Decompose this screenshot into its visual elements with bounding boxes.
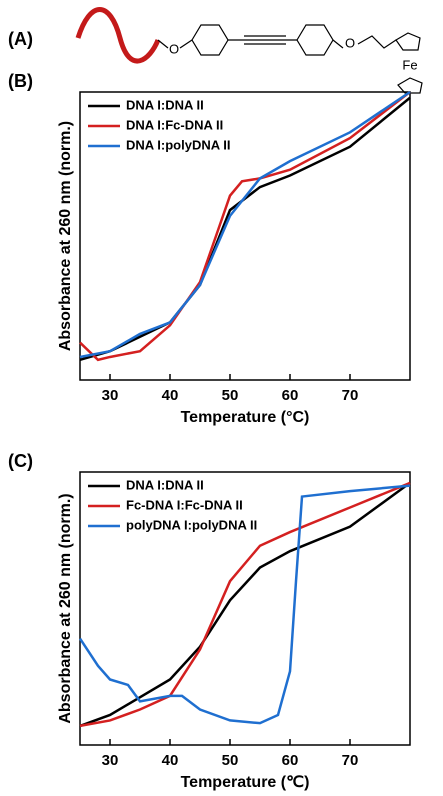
data-line	[79, 90, 411, 359]
panel-label: (C)	[8, 451, 33, 471]
legend-label: polyDNA I:polyDNA II	[126, 517, 257, 532]
x-tick-label: 30	[102, 752, 119, 769]
x-tick-label: 60	[282, 387, 299, 404]
x-tick-label: 40	[162, 752, 179, 769]
x-tick-label: 40	[162, 387, 179, 404]
x-axis-title: Temperature (℃)	[181, 774, 310, 791]
atom-label: Fe	[402, 57, 417, 72]
data-line	[79, 481, 411, 728]
plot-frame	[79, 91, 411, 381]
x-tick-label: 60	[282, 752, 299, 769]
legend-label: Fc-DNA I:Fc-DNA II	[126, 497, 243, 512]
x-tick-label: 50	[222, 387, 239, 404]
legend-label: DNA I:DNA II	[126, 477, 204, 492]
x-tick-label: 30	[102, 387, 119, 404]
atom-label: O	[345, 35, 355, 50]
legend-label: DNA I:DNA II	[126, 97, 204, 112]
panel-label: (A)	[8, 29, 33, 49]
legend-label: DNA I:polyDNA II	[126, 137, 230, 152]
data-line	[79, 91, 411, 362]
x-tick-label: 50	[222, 752, 239, 769]
structure	[75, 7, 423, 94]
y-axis-title: Absorbance at 260 nm (norm.)	[57, 121, 74, 351]
data-line	[78, 484, 411, 725]
legend-label: DNA I:Fc-DNA II	[126, 117, 223, 132]
data-line	[79, 96, 411, 362]
x-tick-label: 70	[342, 387, 359, 404]
y-axis-title: Absorbance at 260 nm (norm.)	[57, 493, 74, 723]
x-axis-title: Temperature (°C)	[181, 409, 310, 426]
atom-label: O	[169, 41, 179, 56]
plot-frame	[79, 471, 411, 746]
data-line	[79, 481, 411, 728]
x-tick-label: 70	[342, 752, 359, 769]
panel-label: (B)	[8, 71, 33, 91]
